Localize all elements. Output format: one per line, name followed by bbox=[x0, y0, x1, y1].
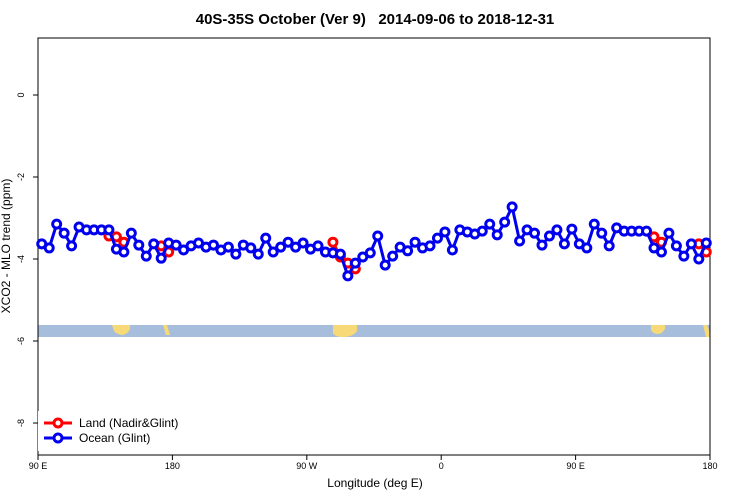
data-point bbox=[678, 250, 690, 262]
data-point bbox=[342, 270, 354, 282]
data-point bbox=[275, 241, 287, 253]
data-point bbox=[334, 248, 346, 260]
data-point bbox=[125, 227, 137, 239]
chart-title: 40S-35S October (Ver 9) 2014-09-06 to 20… bbox=[196, 11, 555, 28]
data-point bbox=[506, 201, 518, 213]
data-point bbox=[685, 238, 697, 250]
x-tick-label: 90 E bbox=[29, 461, 48, 471]
data-point bbox=[133, 239, 145, 251]
data-point bbox=[424, 240, 436, 252]
data-point bbox=[364, 247, 376, 259]
y-axis-label: XCO2 - MLO trend (ppm) bbox=[0, 179, 13, 314]
data-point bbox=[484, 218, 496, 230]
data-point bbox=[581, 242, 593, 254]
data-point bbox=[252, 248, 264, 260]
data-point bbox=[439, 226, 451, 238]
data-point bbox=[529, 227, 541, 239]
data-point bbox=[551, 224, 563, 236]
x-tick-label: 90 E bbox=[566, 461, 585, 471]
data-point bbox=[446, 244, 458, 256]
data-point bbox=[58, 227, 70, 239]
data-point bbox=[536, 239, 548, 251]
data-point bbox=[148, 238, 160, 250]
data-point bbox=[514, 235, 526, 247]
data-point bbox=[349, 257, 361, 269]
data-point bbox=[230, 248, 242, 260]
legend-label: Ocean (Glint) bbox=[79, 431, 150, 445]
y-tick-label: -6 bbox=[16, 337, 26, 345]
data-point bbox=[51, 218, 63, 230]
legend-marker bbox=[52, 417, 64, 429]
data-point bbox=[588, 218, 600, 230]
data-point bbox=[409, 236, 421, 248]
data-point bbox=[491, 229, 503, 241]
data-point bbox=[155, 252, 167, 264]
x-tick-label: 90 W bbox=[296, 461, 318, 471]
data-point bbox=[103, 224, 115, 236]
data-point bbox=[297, 237, 309, 249]
data-point bbox=[170, 239, 182, 251]
data-point bbox=[693, 253, 705, 265]
data-point bbox=[655, 246, 667, 258]
x-tick-label: 180 bbox=[165, 461, 180, 471]
data-point bbox=[312, 240, 324, 252]
data-point bbox=[558, 238, 570, 250]
legend-box bbox=[38, 411, 188, 451]
data-point bbox=[566, 223, 578, 235]
x-tick-label: 0 bbox=[439, 461, 444, 471]
data-point bbox=[499, 216, 511, 228]
x-axis-label: Longitude (deg E) bbox=[327, 476, 422, 490]
data-point bbox=[663, 227, 675, 239]
data-point bbox=[66, 240, 78, 252]
data-point bbox=[118, 246, 130, 258]
data-point bbox=[670, 240, 682, 252]
data-point bbox=[43, 242, 55, 254]
data-point bbox=[327, 236, 339, 248]
data-point bbox=[207, 239, 219, 251]
data-point bbox=[267, 246, 279, 258]
land-strip bbox=[38, 325, 710, 337]
y-tick-label: 0 bbox=[16, 92, 26, 97]
data-point bbox=[282, 236, 294, 248]
data-point bbox=[222, 241, 234, 253]
data-point bbox=[700, 237, 712, 249]
data-point bbox=[260, 232, 272, 244]
y-tick-label: -4 bbox=[16, 255, 26, 263]
legend-label: Land (Nadir&Glint) bbox=[79, 416, 178, 430]
data-point bbox=[140, 250, 152, 262]
data-point bbox=[543, 230, 555, 242]
y-tick-label: -2 bbox=[16, 173, 26, 181]
data-point bbox=[402, 245, 414, 257]
data-point bbox=[245, 242, 257, 254]
legend-marker bbox=[52, 432, 64, 444]
data-point bbox=[641, 225, 653, 237]
data-point bbox=[431, 232, 443, 244]
data-point bbox=[476, 225, 488, 237]
x-tick-label: 180 bbox=[702, 461, 717, 471]
data-point bbox=[603, 240, 615, 252]
data-point bbox=[596, 227, 608, 239]
data-point bbox=[379, 259, 391, 271]
data-point bbox=[387, 250, 399, 262]
y-tick-label: -8 bbox=[16, 419, 26, 427]
data-point bbox=[372, 230, 384, 242]
